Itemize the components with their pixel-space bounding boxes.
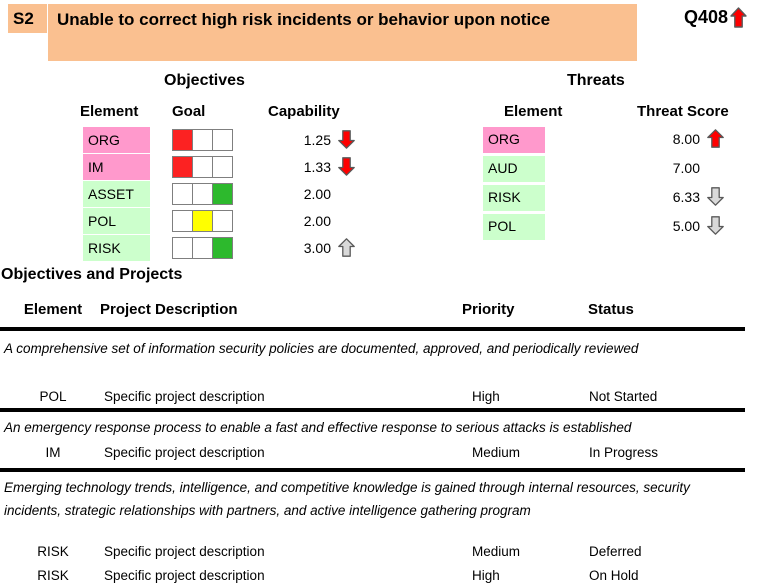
threat-element-cell: POL <box>483 214 545 240</box>
objective-element-cell: ORG <box>83 127 150 154</box>
threat-trend-arrow-icon <box>707 187 724 211</box>
capability-trend-arrow-icon <box>338 238 355 262</box>
threats-section-title: Threats <box>567 72 625 89</box>
project-element: RISK <box>37 544 69 559</box>
divider-rule <box>0 327 745 331</box>
project-priority: High <box>472 389 500 404</box>
threat-element-cell: AUD <box>483 156 545 182</box>
goal-indicator <box>172 183 233 205</box>
projects-col-status: Status <box>588 301 634 318</box>
capability-trend-arrow-icon <box>338 130 355 154</box>
capability-value: 1.25 <box>303 132 331 148</box>
projects-col-priority: Priority <box>462 301 515 318</box>
objective-description: An emergency response process to enable … <box>4 420 632 435</box>
goal-box <box>172 210 193 232</box>
objectives-col-capability: Capability <box>268 103 340 120</box>
goal-indicator <box>172 210 233 232</box>
project-description: Specific project description <box>104 389 265 404</box>
goal-box <box>172 237 193 259</box>
objective-element-cell: RISK <box>83 235 150 262</box>
objective-description: A comprehensive set of information secur… <box>4 341 639 356</box>
project-priority: Medium <box>472 445 521 460</box>
project-element: POL <box>39 389 67 404</box>
goal-box <box>172 129 193 151</box>
scenario-code: Q408 <box>684 6 747 28</box>
scenario-title-cell: Unable to correct high risk incidents or… <box>48 4 637 61</box>
goal-box <box>192 129 213 151</box>
projects-section-title: Objectives and Projects <box>1 266 183 283</box>
threat-element-cell: RISK <box>483 185 545 211</box>
project-status: Deferred <box>589 544 642 559</box>
scenario-code-label: Q408 <box>684 7 729 27</box>
scenario-id-cell: S2 <box>8 4 47 33</box>
projects-col-element: Element <box>23 301 83 318</box>
goal-box <box>172 183 193 205</box>
project-priority: High <box>472 568 500 583</box>
projects-col-description: Project Description <box>100 301 238 318</box>
threat-trend-arrow-icon <box>707 158 724 182</box>
project-description: Specific project description <box>104 568 265 583</box>
goal-box <box>212 210 233 232</box>
capability-trend-arrow-icon <box>338 211 355 235</box>
goal-indicator <box>172 129 233 151</box>
trend-arrow-icon <box>730 6 747 28</box>
objective-description: Emerging technology trends, intelligence… <box>4 480 690 518</box>
threat-score-value: 5.00 <box>672 218 700 234</box>
threat-score-value: 8.00 <box>672 131 700 147</box>
threat-trend-arrow-icon <box>707 216 724 240</box>
capability-trend-arrow-icon <box>338 184 355 208</box>
goal-box <box>192 156 213 178</box>
capability-value: 2.00 <box>303 186 331 202</box>
objective-element-cell: IM <box>83 154 150 181</box>
goal-box <box>192 183 213 205</box>
capability-trend-arrow-icon <box>338 157 355 181</box>
threat-trend-arrow-icon <box>707 129 724 153</box>
project-element: RISK <box>37 568 69 583</box>
project-description: Specific project description <box>104 445 265 460</box>
goal-indicator <box>172 237 233 259</box>
goal-box <box>212 237 233 259</box>
objective-element-cell: POL <box>83 208 150 235</box>
divider-rule <box>0 408 745 412</box>
goal-box <box>192 210 213 232</box>
project-status: On Hold <box>589 568 639 583</box>
goal-indicator <box>172 156 233 178</box>
threats-col-score: Threat Score <box>637 103 729 120</box>
goal-box <box>212 183 233 205</box>
objective-element-cell: ASSET <box>83 181 150 208</box>
threat-element-cell: ORG <box>483 127 545 153</box>
project-status: Not Started <box>589 389 658 404</box>
project-element: IM <box>45 445 61 460</box>
objectives-section-title: Objectives <box>164 72 245 89</box>
goal-box <box>212 156 233 178</box>
capability-value: 1.33 <box>303 159 331 175</box>
threats-col-element: Element <box>504 103 563 120</box>
project-status: In Progress <box>589 445 659 460</box>
capability-value: 3.00 <box>303 240 331 256</box>
threat-score-value: 7.00 <box>672 160 700 176</box>
goal-box <box>192 237 213 259</box>
scenario-title: Unable to correct high risk incidents or… <box>57 10 551 29</box>
objectives-col-goal: Goal <box>172 103 206 120</box>
project-priority: Medium <box>472 544 521 559</box>
goal-box <box>212 129 233 151</box>
threat-score-value: 6.33 <box>672 189 700 205</box>
objectives-col-element: Element <box>80 103 139 120</box>
divider-rule <box>0 468 745 472</box>
capability-value: 2.00 <box>303 213 331 229</box>
goal-box <box>172 156 193 178</box>
project-description: Specific project description <box>104 544 265 559</box>
